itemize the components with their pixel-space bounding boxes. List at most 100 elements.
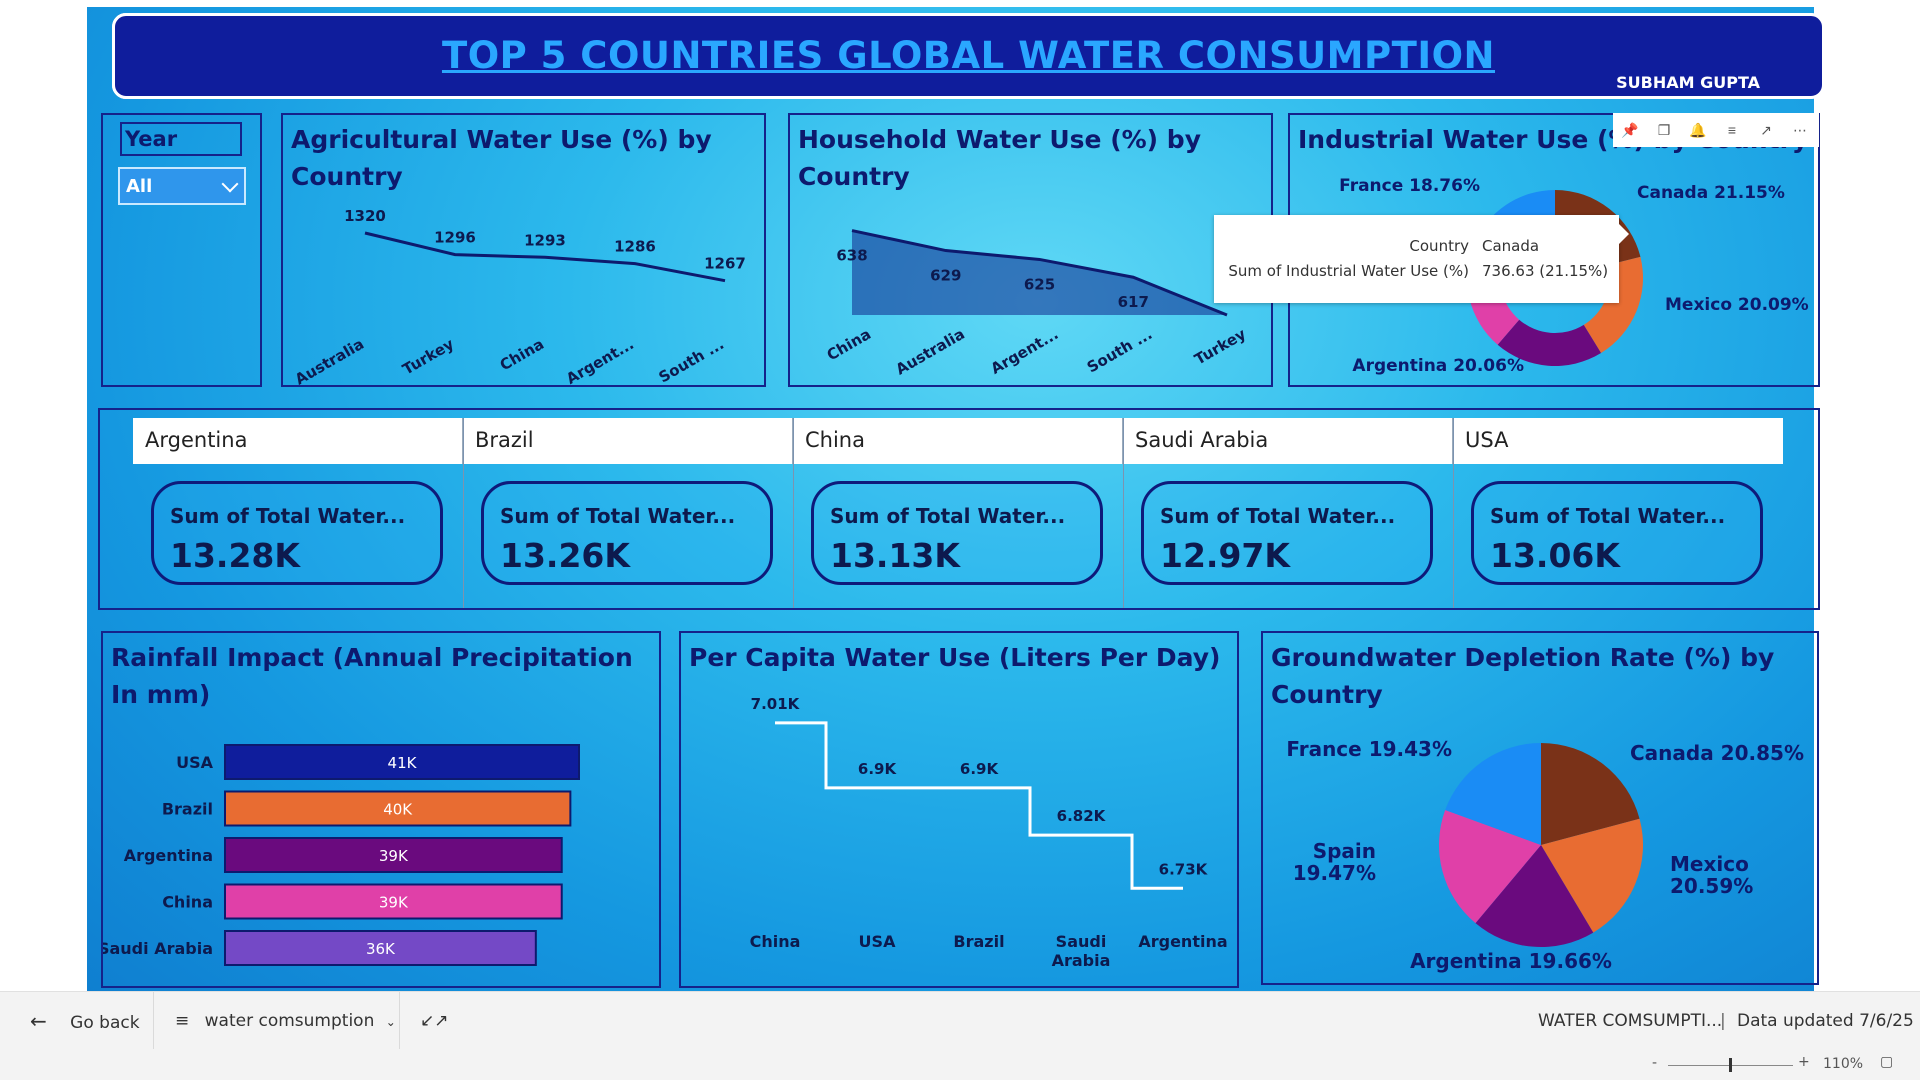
more-options-icon[interactable]: ⋯ — [1793, 122, 1807, 138]
data-label: 625 — [1024, 275, 1055, 293]
pin-icon[interactable]: 📌 — [1621, 122, 1639, 138]
copy-icon[interactable]: ❐ — [1657, 122, 1671, 138]
kpi-card-china[interactable]: Sum of Total Water... 13.13K — [811, 481, 1103, 585]
bar-value-label: 39K — [379, 847, 409, 865]
x-tick-label: China — [750, 932, 801, 951]
page-selector-label: water comsumption — [204, 1011, 375, 1031]
kpi-card-saudi-arabia[interactable]: Sum of Total Water... 12.97K — [1141, 481, 1433, 585]
household-chart-title: Household Water Use (%) by Country — [798, 125, 1202, 191]
x-tick-label: China — [497, 335, 547, 374]
kpi-header-argentina: Argentina — [133, 418, 463, 464]
x-tick-label: South ... — [656, 335, 727, 385]
kpi-header-china: China — [793, 418, 1123, 464]
kpi-value: 13.26K — [500, 536, 630, 575]
bar-value-label: 41K — [388, 754, 418, 772]
pie-slice — [1439, 810, 1541, 924]
bar-value-label: 36K — [366, 940, 396, 958]
go-back-label: Go back — [70, 1013, 140, 1033]
pie-slice — [1541, 818, 1643, 933]
pie-slice — [1583, 256, 1643, 354]
agricultural-series-line — [364, 231, 726, 283]
zoom-slider-thumb[interactable] — [1729, 1058, 1732, 1072]
x-tick-label: South ... — [1084, 325, 1155, 377]
zoom-out-button[interactable]: - — [1652, 1055, 1658, 1071]
chevron-down-icon — [221, 175, 239, 193]
agricultural-chart-panel[interactable]: Agricultural Water Use (%) by Country 13… — [281, 113, 766, 387]
tooltip-key: Sum of Industrial Water Use (%) — [1228, 262, 1469, 280]
tooltip-value: Canada — [1482, 237, 1540, 255]
separator — [399, 992, 400, 1050]
go-back-button[interactable]: ← Go back — [30, 992, 140, 1050]
x-tick-label: Turkey — [399, 335, 457, 379]
data-label: 1296 — [434, 229, 476, 247]
pie-slice — [1445, 743, 1541, 845]
kpi-label: Sum of Total Water... — [830, 504, 1066, 528]
kpi-card-argentina[interactable]: Sum of Total Water... 13.28K — [151, 481, 443, 585]
slice-label: Mexico 20.09% — [1665, 295, 1809, 315]
bar-value-label: 40K — [383, 801, 413, 819]
x-tick-label: Australia — [292, 335, 367, 385]
kpi-divider — [1123, 418, 1124, 608]
slice-label: Canada 21.15% — [1637, 183, 1785, 203]
filter-icon[interactable]: ≡ — [1727, 122, 1737, 138]
slice-label: France 19.43% — [1286, 737, 1452, 761]
x-tick-label: Turkey — [1191, 325, 1249, 369]
data-label: 6.73K — [1159, 860, 1209, 878]
focus-mode-icon[interactable]: ↗ — [1760, 122, 1772, 138]
agricultural-chart-title: Agricultural Water Use (%) by Country — [291, 125, 712, 191]
page-selector-dropdown[interactable]: ≡ water comsumption ⌄ — [175, 992, 396, 1050]
data-label: 629 — [930, 267, 961, 285]
data-label: 6.82K — [1057, 807, 1107, 825]
header-banner: TOP 5 COUNTRIES GLOBAL WATER CONSUMPTION… — [112, 13, 1825, 99]
kpi-value: 12.97K — [1160, 536, 1290, 575]
per-capita-chart-panel[interactable]: Per Capita Water Use (Liters Per Day) 7.… — [679, 631, 1239, 988]
pie-slice — [1541, 743, 1640, 845]
year-dropdown[interactable]: All — [118, 167, 246, 205]
kpi-card-brazil[interactable]: Sum of Total Water... 13.26K — [481, 481, 773, 585]
y-tick-label: Argentina — [124, 846, 213, 865]
household-area-chart: 638 China 629 Australia 625 Argent... 617 South… — [824, 229, 1249, 379]
kpi-divider — [793, 418, 794, 608]
x-tick-label: Brazil — [953, 932, 1004, 951]
collapse-button[interactable]: ↙↗ — [420, 992, 449, 1050]
groundwater-chart-title: Groundwater Depletion Rate (%) by Countr… — [1271, 643, 1775, 709]
kpi-label: Sum of Total Water... — [1160, 504, 1396, 528]
groundwater-chart-panel[interactable]: Groundwater Depletion Rate (%) by Countr… — [1261, 631, 1819, 985]
data-label: 6.9K — [960, 760, 1000, 778]
household-series-line — [851, 229, 1228, 317]
separator — [153, 992, 154, 1050]
status-separator: | — [1720, 1011, 1726, 1031]
kpi-divider — [463, 418, 464, 608]
y-tick-label: Saudi Arabia — [103, 939, 213, 958]
chevron-down-icon: ⌄ — [385, 1015, 396, 1029]
report-name: WATER COMSUMPTI... — [1538, 1011, 1723, 1031]
data-label: 6.9K — [858, 760, 898, 778]
slice-label: France 18.76% — [1339, 176, 1480, 196]
kpi-card-usa[interactable]: Sum of Total Water... 13.06K — [1471, 481, 1763, 585]
slice-label: Argentina 20.06% — [1352, 356, 1524, 376]
year-slicer-label: Year — [120, 122, 242, 156]
arrow-left-icon: ← — [30, 1009, 47, 1033]
rainfall-chart-title: Rainfall Impact (Annual Precipitation In… — [111, 643, 633, 709]
kpi-label: Sum of Total Water... — [500, 504, 736, 528]
slice-label: 20.59% — [1670, 874, 1753, 898]
pie-slice — [1497, 319, 1602, 366]
per-capita-series-line — [775, 721, 1183, 890]
x-tick-label: Australia — [893, 325, 968, 379]
fit-to-page-icon[interactable]: ▢ — [1880, 1054, 1894, 1070]
per-capita-chart-title: Per Capita Water Use (Liters Per Day) — [689, 643, 1221, 672]
kpi-header-brazil: Brazil — [463, 418, 793, 464]
author-name: SUBHAM GUPTA — [1616, 73, 1760, 92]
bell-icon[interactable]: 🔔 — [1689, 122, 1707, 138]
x-tick-label: USA — [859, 932, 897, 951]
zoom-in-button[interactable]: + — [1798, 1054, 1810, 1070]
kpi-value: 13.06K — [1490, 536, 1620, 575]
household-chart-panel[interactable]: Household Water Use (%) by Country 638 Ch… — [788, 113, 1273, 387]
bar — [224, 883, 563, 920]
visual-header-toolbar: 📌 ❐ 🔔 ≡ ↗ ⋯ — [1613, 113, 1819, 147]
data-label: 1267 — [704, 255, 746, 273]
industrial-chart-panel[interactable]: Industrial Water Use (%) by Country Cana… — [1288, 113, 1820, 387]
rainfall-chart-panel[interactable]: Rainfall Impact (Annual Precipitation In… — [101, 631, 661, 988]
bottom-navigation-bar: ← Go back ≡ water comsumption ⌄ ↙↗ WATER… — [0, 991, 1920, 1050]
